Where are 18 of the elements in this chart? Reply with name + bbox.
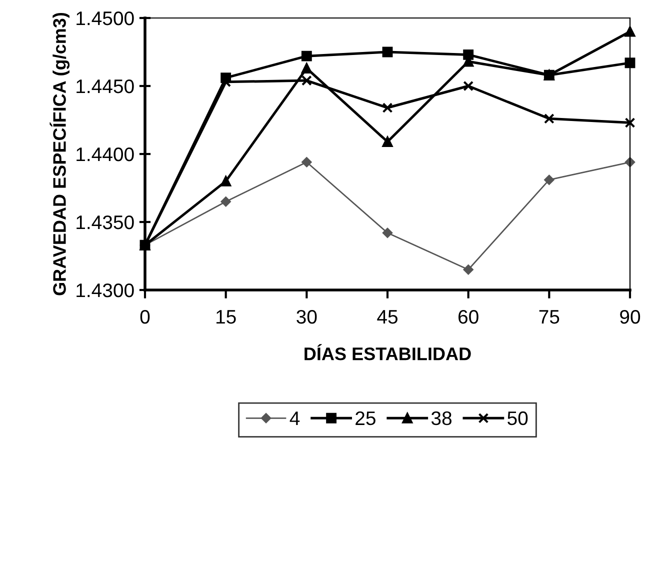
legend-label: 25: [356, 411, 376, 426]
x-tick-label: 75: [539, 310, 560, 324]
legend-label: 4: [290, 412, 300, 425]
y-tick-label: 1.4400: [76, 147, 134, 162]
legend-label: 38: [431, 411, 452, 426]
x-tick-label: 30: [296, 310, 317, 324]
y-tick-label: 1.4350: [76, 215, 134, 230]
legend-label: 50: [508, 411, 528, 426]
x-tick-label: 90: [620, 310, 640, 324]
y-tick-label: 1.4450: [76, 79, 134, 94]
x-tick-label: 15: [216, 310, 236, 324]
y-tick-label: 1.4300: [76, 283, 134, 298]
x-tick-label: 0: [140, 310, 150, 324]
x-axis-title: DÍAS ESTABILIDAD: [304, 344, 471, 360]
y-axis-title: GRAVEDAD ESPECÍFICA (g/cm3): [50, 12, 70, 296]
y-tick-label: 1.4500: [76, 11, 134, 26]
x-tick-label: 60: [458, 310, 478, 324]
x-tick-label: 45: [377, 310, 398, 324]
